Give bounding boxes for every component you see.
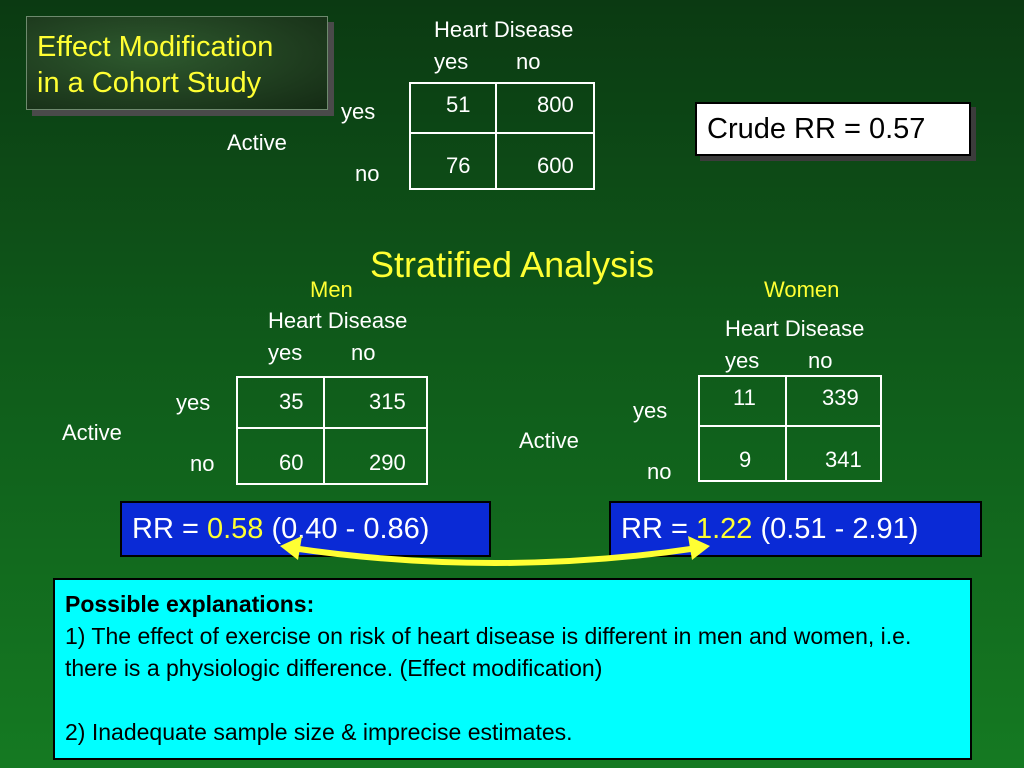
men-rr-value: 0.58 [206, 513, 264, 545]
men-col-no: no [351, 340, 376, 365]
explanations-box: Possible explanations: 1) The effect of … [53, 578, 972, 760]
slide-title-line-2: in a Cohort Study [37, 67, 262, 99]
slide-title-line-1: Effect Modification [37, 31, 274, 63]
women-rr-ci: (0.51 - 2.91) [752, 513, 919, 545]
women-row-label: Active [519, 428, 579, 453]
men-row-no: no [190, 451, 215, 476]
men-cell-yes-no: 315 [369, 389, 406, 414]
women-row-no: no [647, 459, 672, 484]
crude-grid [409, 82, 595, 190]
women-row-yes: yes [633, 398, 668, 423]
crude-grid-hline [409, 132, 595, 134]
arrow-head-right-icon [688, 536, 710, 560]
men-grid [236, 376, 428, 485]
crude-grid-vline [495, 82, 497, 190]
men-row-yes: yes [176, 390, 211, 415]
women-grid-vline [785, 375, 787, 482]
men-rr-prefix: RR = [132, 513, 207, 545]
crude-cell-no-yes: 76 [446, 153, 471, 178]
explanation-item-2: 2) Inadequate sample size & imprecise es… [65, 719, 573, 745]
explanation-item-1: 1) The effect of exercise on risk of hea… [65, 623, 912, 681]
crude-row-no: no [355, 161, 380, 186]
crude-col-yes: yes [434, 49, 469, 74]
women-cell-yes-no: 339 [822, 385, 859, 410]
crude-row-label: Active [227, 130, 287, 155]
arrow-head-left-icon [280, 536, 302, 560]
men-rr-box: RR = 0.58 (0.40 - 0.86) [120, 501, 491, 557]
stratified-analysis-heading: Stratified Analysis [370, 244, 655, 285]
crude-cell-yes-no: 800 [537, 92, 574, 117]
women-rr-value: 1.22 [695, 513, 753, 545]
men-label: Men [310, 277, 353, 302]
crude-cell-no-no: 600 [537, 153, 574, 178]
women-rr-box: RR = 1.22 (0.51 - 2.91) [609, 501, 982, 557]
women-grid-hline [698, 425, 882, 427]
explanations-heading: Possible explanations: [65, 591, 315, 617]
women-cell-no-yes: 9 [739, 447, 752, 472]
crude-row-yes: yes [341, 99, 376, 124]
explanations-spacer [65, 684, 960, 716]
women-cell-yes-yes: 11 [733, 385, 756, 410]
women-grid [698, 375, 882, 482]
women-col-header: Heart Disease [725, 316, 865, 341]
arrow-curve [291, 545, 699, 566]
women-col-no: no [808, 348, 833, 373]
crude-cell-yes-yes: 51 [446, 92, 471, 117]
men-cell-yes-yes: 35 [279, 389, 304, 414]
crude-rr-box: Crude RR = 0.57 [695, 102, 971, 156]
men-col-yes: yes [268, 340, 303, 365]
men-cell-no-no: 290 [369, 450, 406, 475]
women-col-yes: yes [725, 348, 760, 373]
women-label: Women [764, 277, 840, 302]
men-cell-no-yes: 60 [279, 450, 304, 475]
men-grid-hline [236, 427, 428, 429]
women-cell-no-no: 341 [825, 447, 862, 472]
women-rr-prefix: RR = [621, 513, 696, 545]
crude-col-no: no [516, 49, 541, 74]
crude-col-header: Heart Disease [434, 17, 574, 42]
men-grid-vline [323, 376, 325, 485]
men-row-label: Active [62, 420, 122, 445]
men-col-header: Heart Disease [268, 308, 408, 333]
slide-title-box: Effect Modification in a Cohort Study [26, 16, 328, 110]
